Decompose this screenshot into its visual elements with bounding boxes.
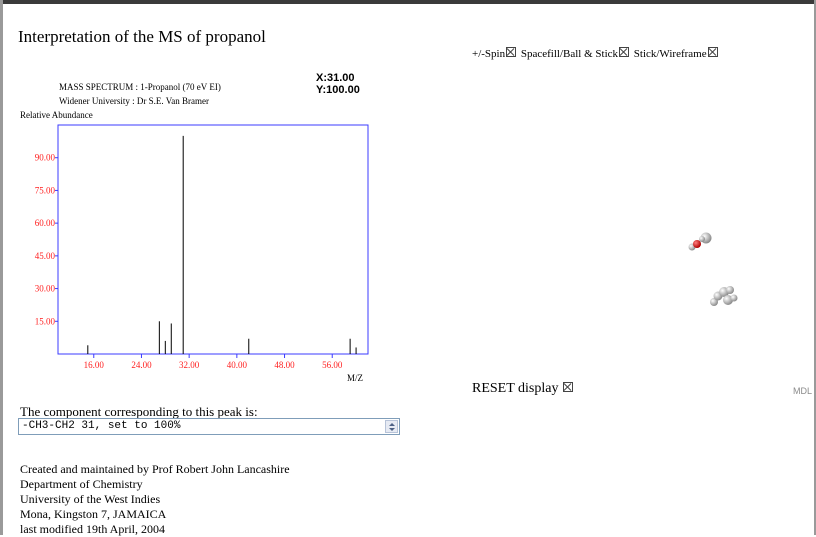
credits-line: Mona, Kingston 7, JAMAICA <box>20 507 167 521</box>
select-spinner-button[interactable] <box>385 420 398 433</box>
checkbox-icon[interactable] <box>707 47 718 57</box>
peak-prompt: The component corresponding to this peak… <box>20 404 258 419</box>
spin-label: +/-Spin <box>472 48 506 60</box>
x-tick-label: 24.00 <box>131 360 152 370</box>
window-top-border <box>0 0 816 4</box>
x-axis-label: M/Z <box>347 373 363 383</box>
mass-spectrum-chart[interactable]: MASS SPECTRUM : 1-Propanol (70 eV EI) Wi… <box>18 66 438 386</box>
y-tick-label: 90.00 <box>35 153 56 163</box>
spectrum-header-line2: Widener University : Dr S.E. Van Bramer <box>59 96 209 106</box>
plot-area[interactable] <box>57 124 369 355</box>
spin-toggle[interactable]: +/-Spin <box>472 47 518 60</box>
mass-spectrum-applet[interactable]: MASS SPECTRUM : 1-Propanol (70 eV EI) Wi… <box>18 66 438 386</box>
stick-label: Stick/Wireframe <box>633 48 707 60</box>
y-tick-label: 15.00 <box>35 316 56 326</box>
y-tick-labels: 15.00 30.00 45.00 60.00 75.00 90.00 <box>35 153 58 326</box>
credits-line: last modified 19th April, 2004 <box>20 522 165 536</box>
x-tick-label: 56.00 <box>322 360 343 370</box>
credits-block: Created and maintained by Prof Robert Jo… <box>20 462 290 537</box>
credits-line: Created and maintained by Prof Robert Jo… <box>20 462 290 476</box>
peak-group[interactable] <box>87 135 357 354</box>
cursor-y-readout: Y:100.00 <box>316 84 360 96</box>
peak-component-select[interactable]: -CH3-CH2 31, set to 100% <box>18 418 400 435</box>
x-tick-label: 48.00 <box>274 360 295 370</box>
y-axis-label: Relative Abundance <box>20 110 93 120</box>
checkbox-icon[interactable] <box>506 47 517 57</box>
y-tick-label: 45.00 <box>35 251 56 261</box>
ethyl-fragment-icon <box>710 286 738 306</box>
checkbox-icon[interactable] <box>562 382 573 392</box>
y-tick-label: 75.00 <box>35 185 56 195</box>
peak-selected-value: -CH3-CH2 31, set to 100% <box>22 420 181 432</box>
cursor-x-readout: X:31.00 <box>316 72 355 84</box>
stick-toggle[interactable]: Stick/Wireframe <box>633 47 720 60</box>
molecule-viewer-toolbar: +/-Spin Spacefill/Ball & Stick Stick/Wir… <box>472 47 720 60</box>
window-left-border <box>0 0 3 535</box>
chevron-up-icon <box>389 423 395 426</box>
x-tick-label: 32.00 <box>179 360 200 370</box>
x-tick-label: 16.00 <box>84 360 105 370</box>
page-title: Interpretation of the MS of propanol <box>18 27 266 46</box>
reset-label: RESET display <box>472 381 559 396</box>
checkbox-icon[interactable] <box>619 47 630 57</box>
x-tick-labels: 16.00 24.00 32.00 40.00 48.00 56.00 <box>84 354 343 370</box>
reset-display-button[interactable]: RESET display <box>472 381 575 397</box>
window-right-border <box>814 0 816 535</box>
mdl-label: MDL <box>793 386 813 396</box>
oh-fragment-icon <box>688 232 712 251</box>
credits-line: Department of Chemistry <box>20 477 143 491</box>
credits-line: University of the West Indies <box>20 492 161 506</box>
spectrum-header-line1: MASS SPECTRUM : 1-Propanol (70 eV EI) <box>59 82 221 92</box>
molecule-3d-view[interactable] <box>680 226 750 316</box>
y-tick-label: 30.00 <box>35 284 56 294</box>
x-tick-label: 40.00 <box>227 360 248 370</box>
spacefill-label: Spacefill/Ball & Stick <box>520 48 619 60</box>
y-tick-label: 60.00 <box>35 218 56 228</box>
chevron-down-icon <box>389 428 395 431</box>
spacefill-toggle[interactable]: Spacefill/Ball & Stick <box>520 47 631 60</box>
